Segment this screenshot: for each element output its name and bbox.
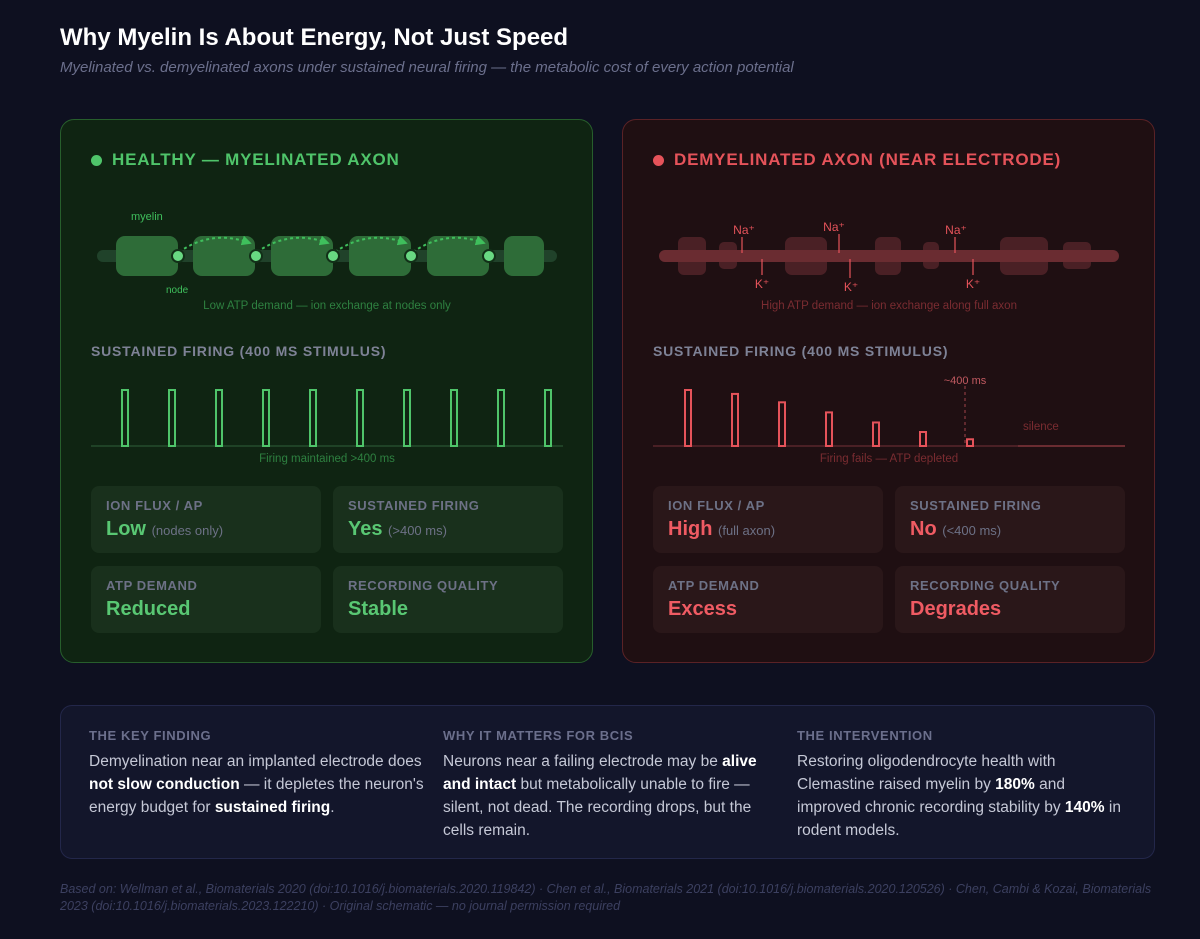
axon-caption: Low ATP demand — ion exchange at nodes o… — [203, 300, 451, 312]
healthy-panel: HEALTHY — MYELINATED AXON myelin — [60, 119, 593, 663]
spike — [685, 390, 691, 446]
source-footer: Based on: Wellman et al., Biomaterials 2… — [60, 881, 1160, 915]
finding-bcis: WHY IT MATTERS FOR BCIS Neurons near a f… — [443, 728, 778, 842]
page-subtitle: Myelinated vs. demyelinated axons under … — [60, 59, 794, 76]
spike — [122, 390, 128, 446]
finding-text: Restoring oligodendrocyte health with Cl… — [797, 750, 1132, 842]
silence-label: silence — [1023, 421, 1059, 433]
finding-text: Demyelination near an implanted electrod… — [89, 750, 424, 819]
time-marker-label: ~400 ms — [944, 375, 987, 387]
healthy-heading: HEALTHY — MYELINATED AXON — [91, 150, 400, 170]
stat-card-sustained-firing: SUSTAINED FIRING Yes (>400 ms) — [333, 486, 563, 553]
stat-card-recording-quality: RECORDING QUALITY Stable — [333, 566, 563, 633]
spike — [404, 390, 410, 446]
spike-caption: Firing fails — ATP depleted — [820, 453, 958, 465]
spike — [216, 390, 222, 446]
spike-train-chart: Firing maintained >400 ms — [61, 370, 594, 470]
demyelinated-axon-diagram: Na⁺ Na⁺ Na⁺ K⁺ K⁺ K⁺ High ATP demand — i… — [623, 190, 1156, 320]
svg-text:K⁺: K⁺ — [966, 277, 980, 291]
status-dot-icon — [653, 155, 664, 166]
myelinated-axon-diagram: myelin node Low ATP demand — ion exchang… — [61, 190, 594, 320]
svg-text:K⁺: K⁺ — [844, 280, 858, 294]
myelin-label: myelin — [131, 211, 163, 223]
node-label: node — [166, 285, 189, 296]
stat-card-atp-demand: ATP DEMAND Reduced — [91, 566, 321, 633]
firing-label: SUSTAINED FIRING (400 MS STIMULUS) — [653, 343, 948, 359]
firing-label: SUSTAINED FIRING (400 MS STIMULUS) — [91, 343, 386, 359]
svg-text:Na⁺: Na⁺ — [733, 223, 755, 237]
spike-caption: Firing maintained >400 ms — [259, 453, 395, 465]
svg-text:Na⁺: Na⁺ — [945, 223, 967, 237]
spike — [357, 390, 363, 446]
spike — [545, 390, 551, 446]
spike — [310, 390, 316, 446]
spike — [920, 432, 926, 446]
page-title: Why Myelin Is About Energy, Not Just Spe… — [60, 24, 568, 52]
na-labels: Na⁺ Na⁺ Na⁺ — [733, 220, 967, 237]
spike — [169, 390, 175, 446]
k-labels: K⁺ K⁺ K⁺ — [755, 277, 980, 294]
status-dot-icon — [91, 155, 102, 166]
stat-card-sustained-firing: SUSTAINED FIRING No (<400 ms) — [895, 486, 1125, 553]
stat-card-ion-flux: ION FLUX / AP Low (nodes only) — [91, 486, 321, 553]
svg-text:K⁺: K⁺ — [755, 277, 769, 291]
spike — [967, 439, 973, 446]
stat-card-ion-flux: ION FLUX / AP High (full axon) — [653, 486, 883, 553]
axon-core — [659, 250, 1119, 262]
demyelinated-panel: DEMYELINATED AXON (NEAR ELECTRODE) Na⁺ N… — [622, 119, 1155, 663]
spike-train-chart: ~400 ms silence Firing fails — ATP deple… — [623, 370, 1156, 470]
svg-text:Na⁺: Na⁺ — [823, 220, 845, 234]
spike — [873, 422, 879, 446]
spike — [451, 390, 457, 446]
axon-caption: High ATP demand — ion exchange along ful… — [761, 300, 1017, 312]
demyelinated-heading: DEMYELINATED AXON (NEAR ELECTRODE) — [653, 150, 1061, 170]
findings-panel: THE KEY FINDING Demyelination near an im… — [60, 705, 1155, 859]
finding-key: THE KEY FINDING Demyelination near an im… — [89, 728, 424, 819]
spike — [779, 402, 785, 446]
finding-intervention: THE INTERVENTION Restoring oligodendrocy… — [797, 728, 1132, 842]
spike — [826, 412, 832, 446]
stat-card-atp-demand: ATP DEMAND Excess — [653, 566, 883, 633]
finding-text: Neurons near a failing electrode may be … — [443, 750, 778, 842]
stat-card-recording-quality: RECORDING QUALITY Degrades — [895, 566, 1125, 633]
spike — [263, 390, 269, 446]
spike — [498, 390, 504, 446]
spike — [732, 394, 738, 446]
